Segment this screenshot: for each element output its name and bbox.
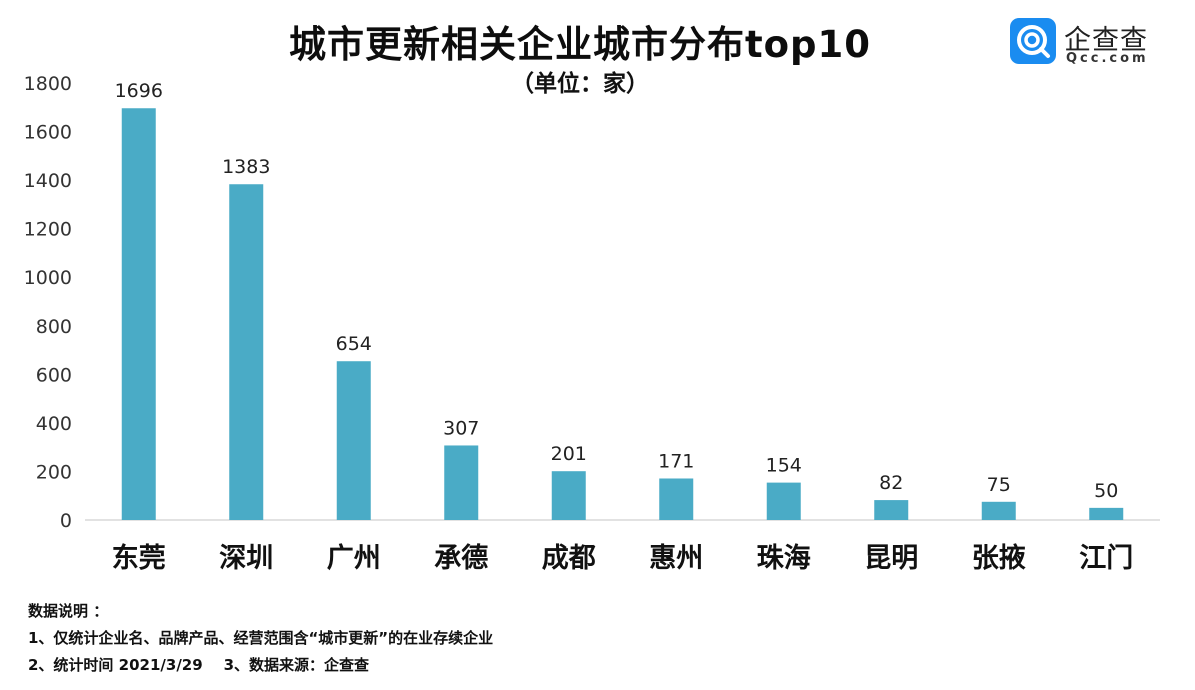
y-tick-label: 1000 — [24, 267, 72, 289]
qcc-logo-icon — [1010, 18, 1056, 64]
y-tick-label: 1400 — [24, 170, 72, 192]
chart-subtitle: （单位：家） — [511, 71, 649, 97]
y-tick-label: 1800 — [24, 73, 72, 95]
bar-4 — [444, 445, 479, 520]
bar-value-label: 82 — [879, 472, 903, 494]
value-labels: 1696 1383 654 307 201 171 154 82 75 50 — [115, 80, 1119, 502]
y-tick-label: 800 — [36, 316, 72, 338]
bar-10 — [1089, 507, 1124, 520]
category-label: 惠州 — [649, 543, 703, 574]
y-tick-label: 200 — [36, 461, 72, 483]
y-tick-label: 1200 — [24, 219, 72, 241]
category-label: 成都 — [542, 543, 596, 574]
category-label: 承德 — [434, 543, 488, 574]
bar-value-label: 654 — [336, 333, 372, 355]
bar-value-label: 201 — [551, 443, 587, 465]
category-label: 张掖 — [972, 543, 1026, 574]
bar-value-label: 154 — [766, 455, 802, 477]
bar-5 — [551, 471, 586, 520]
bar-value-label: 307 — [443, 417, 479, 439]
bar-value-label: 50 — [1094, 480, 1118, 502]
bar-9 — [981, 501, 1016, 520]
qcc-logo: 企查查 Qcc.com — [1010, 18, 1170, 70]
y-tick-label: 600 — [36, 364, 72, 386]
bar-2 — [229, 184, 264, 520]
category-label: 深圳 — [219, 543, 273, 574]
notes-heading: 数据说明 ： — [28, 602, 109, 620]
bar-6 — [659, 478, 694, 520]
y-tick-label: 1600 — [24, 122, 72, 144]
data-notes: 数据说明 ： 1、仅统计企业名、品牌产品、经营范围含“城市更新”的在业存续企业 … — [28, 598, 493, 679]
y-axis: 0 200 400 600 800 1000 1200 1400 1600 1800 — [24, 73, 72, 532]
x-axis: 东莞 深圳 广州 承德 成都 惠州 珠海 昆明 张掖 江门 — [112, 542, 1134, 574]
bars — [121, 108, 1124, 520]
logo-name: 企查查 — [1064, 25, 1148, 56]
bar-value-label: 1383 — [222, 156, 270, 178]
category-label: 江门 — [1079, 543, 1133, 574]
logo-domain: Qcc.com — [1066, 51, 1149, 66]
notes-line-1: 1、仅统计企业名、品牌产品、经营范围含“城市更新”的在业存续企业 — [28, 629, 494, 647]
y-tick-label: 400 — [36, 413, 72, 435]
bar-value-label: 1696 — [115, 80, 163, 102]
category-label: 广州 — [327, 543, 381, 574]
notes-line-2: 2、统计时间 2021/3/29 3、数据来源：企查查 — [28, 656, 370, 674]
bar-1 — [121, 108, 156, 520]
bar-3 — [336, 361, 371, 520]
bar-value-label: 75 — [987, 474, 1011, 496]
category-label: 昆明 — [864, 543, 918, 574]
chart-title: 城市更新相关企业城市分布top10 — [288, 23, 872, 66]
bar-value-label: 171 — [658, 450, 694, 472]
bar-8 — [874, 500, 909, 520]
category-label: 珠海 — [757, 543, 811, 574]
category-label: 东莞 — [112, 542, 166, 574]
bar-plot: 0 200 400 600 800 1000 1200 1400 1600 1800 1696 13… — [24, 73, 1160, 574]
bar-7 — [766, 482, 801, 520]
y-tick-label: 0 — [60, 510, 72, 532]
